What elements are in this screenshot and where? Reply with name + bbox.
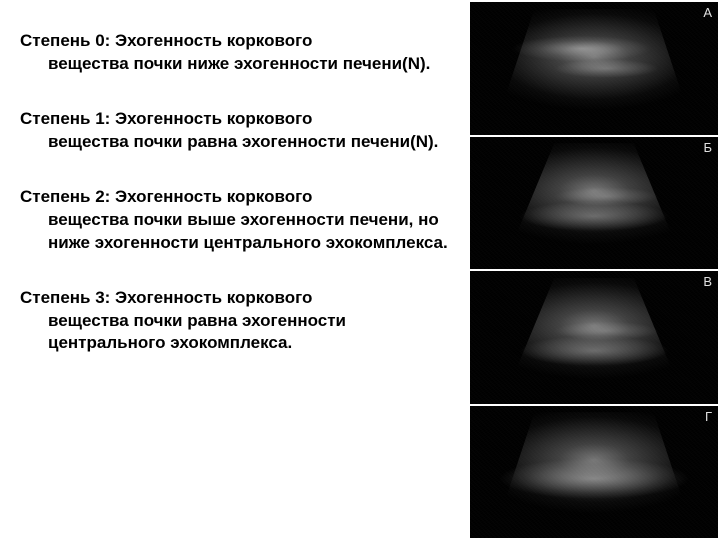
- ultrasound-panel-b: Б: [470, 137, 718, 270]
- panel-label-a: А: [703, 5, 712, 20]
- panel-label-v: В: [703, 274, 712, 289]
- us-noise: [470, 406, 718, 539]
- degree-2-first-line: Степень 2: Эхогенность коркового: [20, 187, 312, 206]
- panel-label-g: Г: [705, 409, 712, 424]
- ultrasound-image-g: [470, 406, 718, 539]
- degree-3-first-line: Степень 3: Эхогенность коркового: [20, 288, 312, 307]
- degree-3-rest: вещества почки равна эхогенности централ…: [20, 310, 450, 356]
- degree-2-block: Степень 2: Эхогенность коркового веществ…: [20, 186, 450, 255]
- panel-label-b: Б: [703, 140, 712, 155]
- ultrasound-image-b: [470, 137, 718, 270]
- degree-3-block: Степень 3: Эхогенность коркового веществ…: [20, 287, 450, 356]
- ultrasound-panel-v: В: [470, 271, 718, 404]
- ultrasound-image-a: [470, 2, 718, 135]
- ultrasound-panel-g: Г: [470, 406, 718, 539]
- us-noise: [470, 2, 718, 135]
- ultrasound-panel-a: А: [470, 2, 718, 135]
- degree-0-rest: вещества почки ниже эхогенности печени(N…: [20, 53, 450, 76]
- degree-2-rest: вещества почки выше эхогенности печени, …: [20, 209, 450, 255]
- text-column: Степень 0: Эхогенность коркового веществ…: [0, 0, 470, 540]
- ultrasound-image-v: [470, 271, 718, 404]
- degree-1-block: Степень 1: Эхогенность коркового веществ…: [20, 108, 450, 154]
- us-noise: [470, 271, 718, 404]
- ultrasound-column: А Б В Г: [470, 0, 720, 540]
- degree-1-rest: вещества почки равна эхогенности печени(…: [20, 131, 450, 154]
- degree-0-first-line: Степень 0: Эхогенность коркового: [20, 31, 312, 50]
- degree-1-first-line: Степень 1: Эхогенность коркового: [20, 109, 312, 128]
- degree-0-block: Степень 0: Эхогенность коркового веществ…: [20, 30, 450, 76]
- us-noise: [470, 137, 718, 270]
